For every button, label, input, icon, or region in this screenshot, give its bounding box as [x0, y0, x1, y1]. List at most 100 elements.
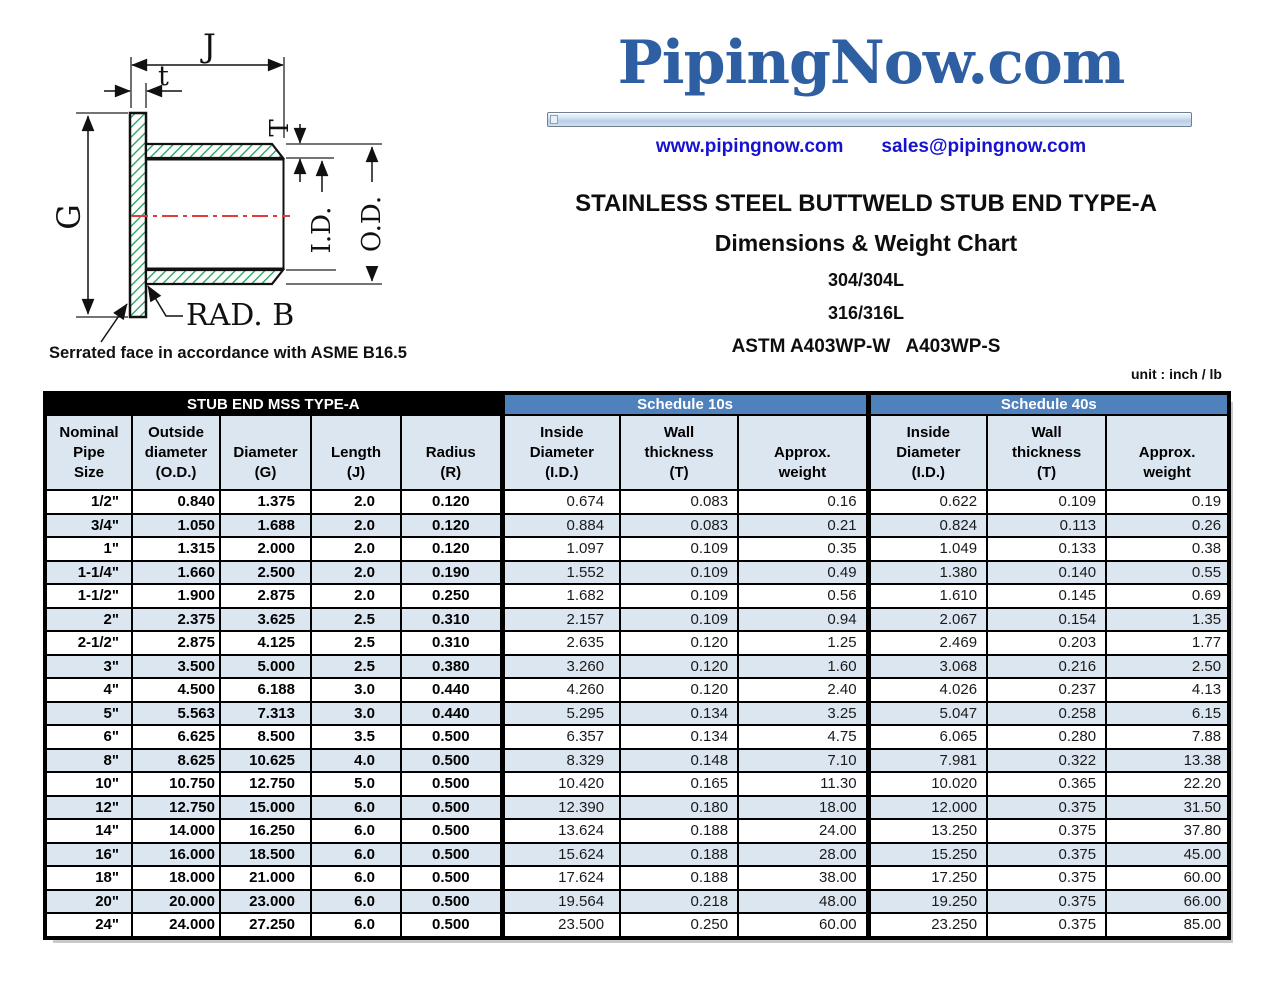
column-header-line: (I.D.)	[545, 463, 579, 481]
serrated-face-note: Serrated face in accordance with ASME B1…	[49, 344, 407, 362]
table-cell: 0.500	[399, 865, 504, 891]
table-cell: 12.390	[499, 794, 622, 820]
table-cell: 0.365	[986, 771, 1108, 797]
table-cell: 3.0	[310, 700, 402, 726]
table-cell: 0.250	[399, 583, 504, 609]
table-cell: 0.188	[619, 841, 740, 867]
table-cell: 0.380	[399, 653, 504, 679]
table-cell: 66.00	[1105, 888, 1231, 914]
table-cell: 0.500	[399, 912, 504, 939]
table-cell: 0.134	[619, 700, 740, 726]
table-cell: 0.120	[399, 536, 504, 562]
table-cell: 27.250	[219, 912, 312, 939]
table-cell: 13.250	[865, 818, 989, 844]
table-cell: 19.250	[865, 888, 989, 914]
table-cell: 0.250	[619, 912, 740, 939]
table-cell: 6.065	[865, 724, 989, 750]
table-cell: 0.083	[619, 512, 740, 538]
table-cell: 2.635	[499, 630, 622, 656]
table-cell: 3.260	[499, 653, 622, 679]
column-header-line: Nominal	[59, 423, 119, 441]
table-cell: 2.000	[219, 536, 312, 562]
table-cell: 5.563	[131, 700, 221, 726]
table-cell: 60.00	[1105, 865, 1231, 891]
table-cell: 2.067	[865, 606, 989, 632]
table-cell: 6.625	[131, 724, 221, 750]
table-cell: 5.000	[219, 653, 312, 679]
table-cell: 0.310	[399, 630, 504, 656]
table-cell: 0.824	[865, 512, 989, 538]
table-cell: 0.280	[986, 724, 1108, 750]
table-cell: 0.113	[986, 512, 1108, 538]
table-cell: 4.500	[131, 677, 221, 703]
table-cell: 2.0	[310, 489, 402, 515]
table-cell: 0.120	[399, 489, 504, 515]
table-cell: 12.750	[131, 794, 221, 820]
table-cell: 8.500	[219, 724, 312, 750]
table-cell: 0.216	[986, 653, 1108, 679]
table-cell: 6.15	[1105, 700, 1231, 726]
table-cell: 1.688	[219, 512, 312, 538]
table-cell: 8"	[44, 747, 133, 773]
table-cell: 0.180	[619, 794, 740, 820]
table-cell: 0.16	[737, 489, 870, 515]
table-cell: 0.375	[986, 865, 1108, 891]
table-cell: 0.120	[399, 512, 504, 538]
table-cell: 0.500	[399, 794, 504, 820]
table-cell: 7.10	[737, 747, 870, 773]
table-cell: 19.564	[499, 888, 622, 914]
table-row: 4" 4.500 6.188 3.0 0.440 4.260 0.120 2.40 4.026 0…	[44, 677, 1231, 703]
table-cell: 2.0	[310, 512, 402, 538]
table-cell: 4.026	[865, 677, 989, 703]
table-cell: 10.420	[499, 771, 622, 797]
table-cell: 1.25	[737, 630, 870, 656]
table-cell: 5.295	[499, 700, 622, 726]
table-cell: 17.624	[499, 865, 622, 891]
column-header-line: Approx.	[773, 443, 831, 461]
table-cell: 13.624	[499, 818, 622, 844]
table-row: 2-1/2" 2.875 4.125 2.5 0.310 2.635 0.120 1.25 2.…	[44, 630, 1231, 656]
table-cell: 0.840	[131, 489, 221, 515]
table-cell: 28.00	[737, 841, 870, 867]
table-row: 1-1/4" 1.660 2.500 2.0 0.190 1.552 0.109 0.49 1.…	[44, 559, 1231, 585]
column-header-8: Inside Diameter (I.D.)	[865, 414, 989, 491]
table-cell: 0.56	[737, 583, 870, 609]
website-link[interactable]: www.pipingnow.com	[655, 136, 844, 157]
page-subtitle: Dimensions & Weight Chart	[714, 230, 1018, 256]
column-header-line: weight	[778, 463, 827, 481]
column-header-line: Diameter	[233, 443, 298, 461]
table-cell: 0.622	[865, 489, 989, 515]
table-cell: 1.610	[865, 583, 989, 609]
table-cell: 45.00	[1105, 841, 1231, 867]
table-cell: 6.0	[310, 888, 402, 914]
table-cell: 0.190	[399, 559, 504, 585]
table-cell: 24"	[44, 912, 133, 939]
table-cell: 15.250	[865, 841, 989, 867]
table-row: 1" 1.315 2.000 2.0 0.120 1.097 0.109 0.35 1.049 0…	[44, 536, 1231, 562]
table-cell: 20.000	[131, 888, 221, 914]
table-cell: 21.000	[219, 865, 312, 891]
table-cell: 14.000	[131, 818, 221, 844]
column-header-line: Diameter	[529, 443, 594, 461]
table-cell: 0.109	[986, 489, 1108, 515]
table-row: 12" 12.750 15.000 6.0 0.500 12.390 0.180 18.00 1…	[44, 794, 1231, 820]
divider-notch	[550, 115, 558, 124]
table-cell: 38.00	[737, 865, 870, 891]
table-cell: 1.315	[131, 536, 221, 562]
table-cell: 1.77	[1105, 630, 1231, 656]
email-link[interactable]: sales@pipingnow.com	[881, 136, 1087, 157]
column-header-line: (R)	[440, 463, 462, 481]
table-cell: 0.500	[399, 888, 504, 914]
column-header-line: weight	[1143, 463, 1191, 481]
column-header-4: Radius (R)	[399, 414, 504, 491]
table-cell: 23.000	[219, 888, 312, 914]
group-header-2: Schedule 40s	[865, 392, 1231, 416]
table-row: 24" 24.000 27.250 6.0 0.500 23.500 0.250 60.00 2…	[44, 912, 1231, 939]
table-cell: 0.375	[986, 841, 1108, 867]
grade-304: 304/304L	[827, 270, 905, 290]
column-header-line: Wall	[1031, 423, 1062, 441]
table-body: 1/2" 0.840 1.375 2.0 0.120 0.674 0.083 0.16 0.62…	[44, 489, 1231, 939]
dimension-lines	[81, 58, 379, 343]
dim-label-wall-t: T	[265, 119, 295, 137]
